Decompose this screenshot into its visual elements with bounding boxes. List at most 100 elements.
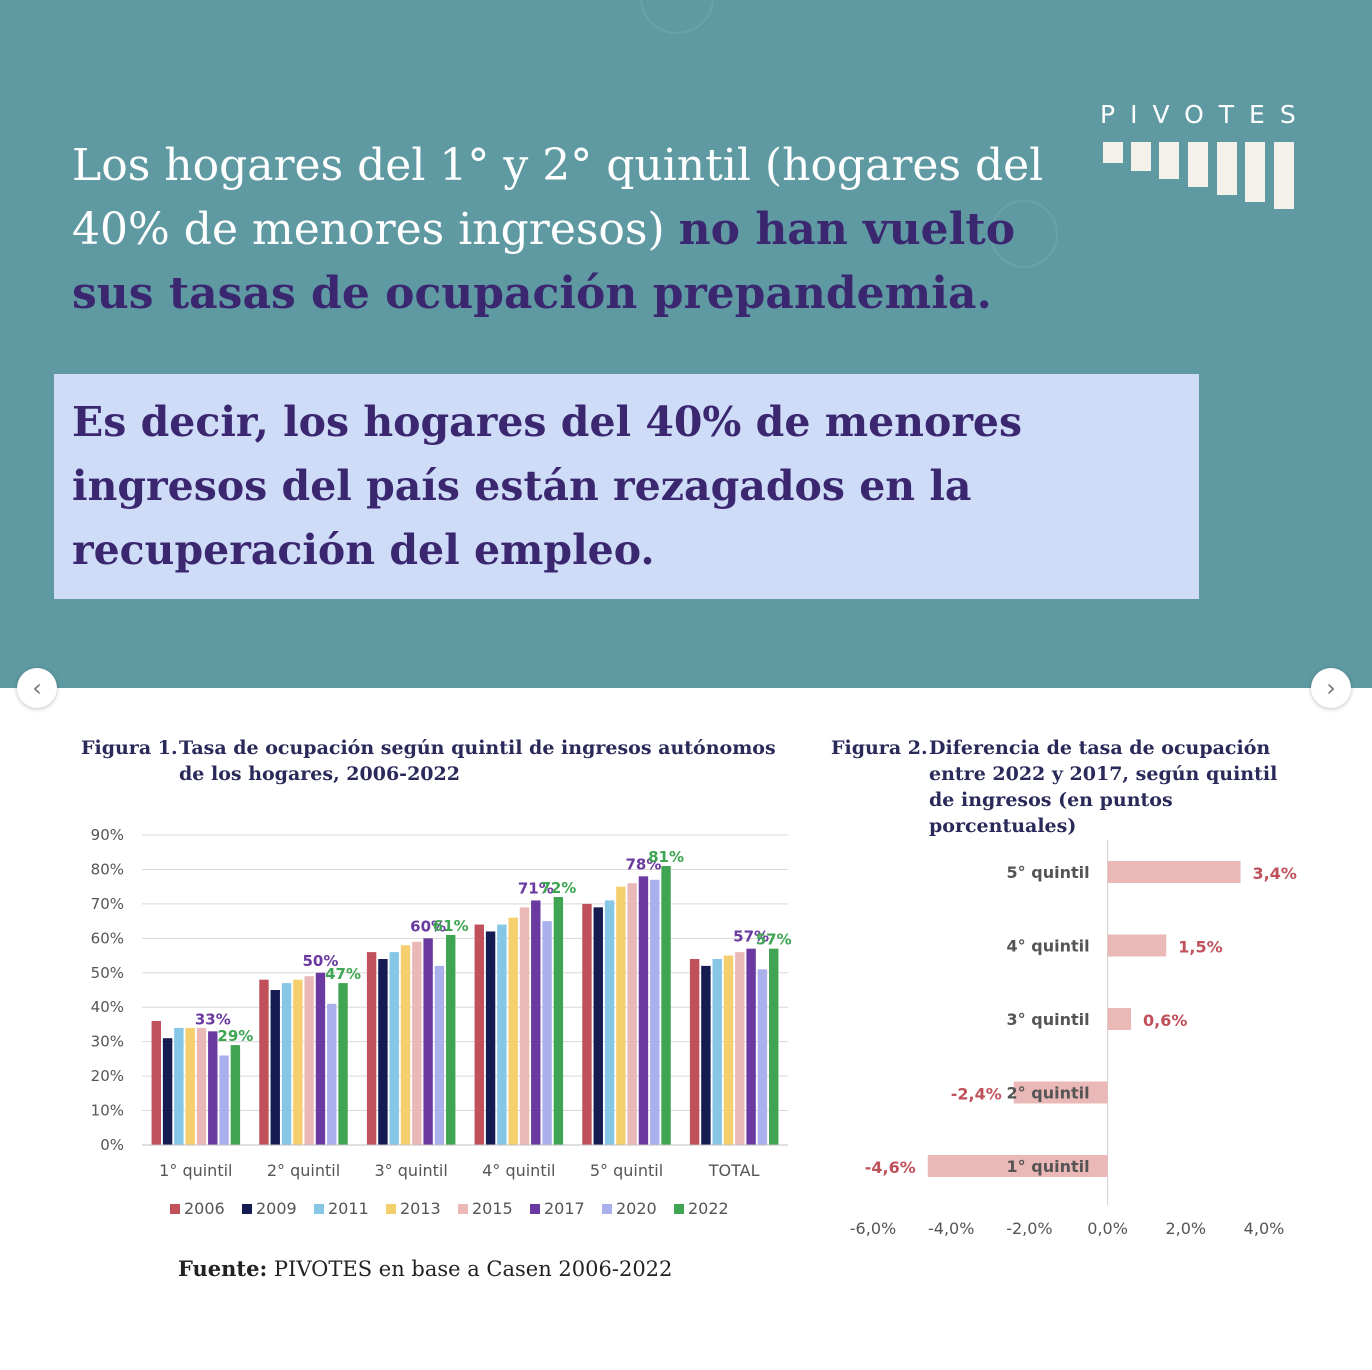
callout-box: Es decir, los hogares del 40% de menores… — [54, 374, 1199, 599]
x-tick-label: -6,0% — [850, 1219, 896, 1238]
data-label: 0,6% — [1143, 1011, 1187, 1030]
x-tick-label: 4,0% — [1244, 1219, 1285, 1238]
bar-2017 — [638, 876, 649, 1145]
bar-2009 — [593, 907, 603, 1145]
bar-2013 — [400, 945, 411, 1145]
figure2-title: Figura 2. Diferencia de tasa de ocupació… — [831, 735, 1301, 837]
legend-swatch — [386, 1204, 396, 1214]
bar-2020 — [219, 1055, 229, 1145]
headline-text: Los hogares del 1° y 2° quintil (hogares… — [72, 140, 1044, 255]
legend-swatch — [170, 1204, 180, 1214]
difference-bar — [1013, 1081, 1108, 1104]
bar-2011 — [604, 900, 615, 1145]
bar-2013 — [185, 1027, 195, 1145]
figure1-title: Figura 1. Tasa de ocupación según quinti… — [81, 735, 801, 791]
decorative-circle — [990, 200, 1058, 268]
bar-2022 — [553, 897, 564, 1145]
difference-bar — [1107, 861, 1241, 883]
data-label-2022: 72% — [540, 879, 576, 897]
data-label: -2,4% — [951, 1085, 1002, 1104]
bar-2013 — [293, 979, 303, 1145]
prev-slide-button[interactable]: ‹ — [17, 668, 57, 708]
category-label: 5° quintil — [1007, 863, 1090, 882]
source-text: PIVOTES en base a Casen 2006-2022 — [267, 1257, 673, 1281]
x-tick-label: 4° quintil — [482, 1161, 555, 1180]
data-label-2017: 71% — [518, 879, 554, 897]
bar-2011 — [174, 1027, 184, 1145]
bar-2017 — [531, 900, 541, 1145]
legend-swatch — [674, 1204, 684, 1214]
source-label: Fuente: — [178, 1256, 268, 1281]
bar-2015 — [519, 907, 530, 1145]
y-tick-label: 20% — [91, 1067, 124, 1085]
bar-2022 — [230, 1045, 241, 1145]
legend-label: 2006 — [184, 1199, 225, 1218]
bar-2009 — [485, 931, 496, 1145]
bar-2017 — [315, 972, 326, 1145]
bar-2022 — [446, 934, 456, 1145]
x-tick-label: 3° quintil — [375, 1161, 448, 1180]
next-slide-button[interactable]: › — [1311, 668, 1351, 708]
chevron-left-icon: ‹ — [32, 674, 42, 702]
legend-swatch — [602, 1204, 612, 1214]
x-tick-label: 5° quintil — [590, 1161, 663, 1180]
bar-2017 — [746, 948, 756, 1145]
logo-wordmark: PIVOTES — [1100, 100, 1311, 129]
y-tick-label: 60% — [91, 929, 124, 947]
bar-2013 — [508, 917, 518, 1145]
bar-2017 — [208, 1031, 218, 1145]
data-label-2022: 47% — [325, 965, 361, 983]
x-tick-label: -2,0% — [1006, 1219, 1052, 1238]
bar-2006 — [366, 952, 377, 1145]
figure1-caption: Tasa de ocupación según quintil de ingre… — [179, 737, 776, 785]
data-label: 3,4% — [1253, 864, 1297, 883]
bar-2006 — [151, 1021, 161, 1145]
bar-2006 — [474, 924, 484, 1145]
figure2-caption: Diferencia de tasa de ocupación entre 20… — [929, 737, 1278, 837]
x-tick-label: 1° quintil — [159, 1161, 232, 1180]
bar-2006 — [689, 959, 700, 1145]
bar-2013 — [723, 955, 734, 1145]
legend-swatch — [314, 1204, 324, 1214]
bar-2015 — [304, 976, 314, 1145]
data-label-2017: 57% — [733, 928, 769, 946]
headline: Los hogares del 1° y 2° quintil (hogares… — [72, 134, 1052, 326]
data-label: -4,6% — [865, 1158, 916, 1177]
bar-2020 — [542, 921, 552, 1145]
category-label: 1° quintil — [1007, 1157, 1090, 1176]
bar-2011 — [281, 983, 292, 1145]
y-tick-label: 90% — [91, 826, 124, 844]
bar-2022 — [338, 983, 348, 1145]
data-label-2022: 57% — [756, 931, 792, 949]
category-label: 4° quintil — [1007, 937, 1090, 956]
bar-2015 — [735, 952, 745, 1145]
y-tick-label: 30% — [91, 1033, 124, 1051]
bar-2011 — [389, 952, 399, 1145]
bar-2020 — [650, 879, 660, 1145]
pivotes-logo: PIVOTES — [1100, 100, 1300, 212]
legend-swatch — [458, 1204, 468, 1214]
bar-2020 — [327, 1003, 337, 1145]
category-label: 3° quintil — [1007, 1010, 1090, 1029]
employment-rate-bar-chart: 0% 10% 20% 30% 40% 50% 60% 70% 80% 90% 33%29% 1° qu… — [91, 826, 792, 1218]
legend-label: 2022 — [688, 1199, 729, 1218]
data-label: 1,5% — [1178, 938, 1222, 957]
bar-2020 — [434, 965, 445, 1145]
bar-2006 — [582, 903, 592, 1145]
bar-2017 — [423, 938, 433, 1145]
legend-label: 2009 — [256, 1199, 297, 1218]
bar-2022 — [769, 948, 779, 1145]
chevron-right-icon: › — [1326, 674, 1336, 702]
employment-difference-bar-chart: 5° quintil 3,4% 4° quintil 1,5% 3° quintil 0,… — [850, 840, 1297, 1238]
bar-2009 — [270, 990, 280, 1145]
bar-2009 — [378, 959, 388, 1145]
y-tick-label: 0% — [100, 1136, 124, 1154]
data-label-2022: 29% — [217, 1027, 253, 1045]
bar-2011 — [497, 924, 507, 1145]
callout-text: Es decir, los hogares del 40% de menores… — [72, 398, 1023, 574]
legend-label: 2017 — [544, 1199, 585, 1218]
bar-2015 — [412, 941, 422, 1145]
y-tick-label: 10% — [91, 1102, 124, 1120]
bar-2022 — [661, 866, 671, 1145]
x-tick-label: -4,0% — [928, 1219, 974, 1238]
